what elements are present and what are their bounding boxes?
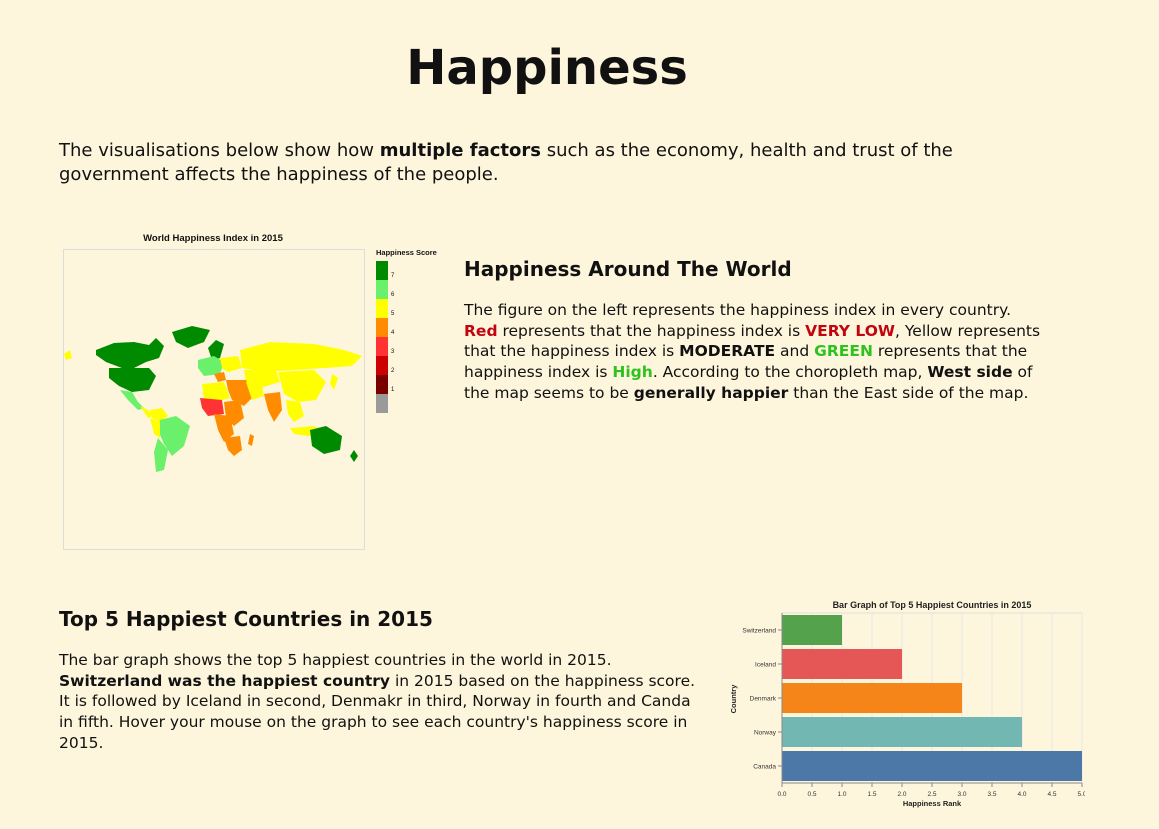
map-legend-title: Happiness Score [376,248,437,257]
map-colombia [150,408,168,422]
legend-swatch [376,280,388,299]
legend-tick-label: 1 [391,387,395,393]
x-tick-label: 5.0 [1077,791,1085,798]
map-china [278,370,326,402]
y-tick-label: Iceland [755,662,776,669]
y-tick-label: Switzerland [742,628,776,635]
legend-tick-label: 4 [391,330,395,336]
x-tick-label: 2.0 [897,791,906,798]
map-southern-africa [224,436,242,456]
x-tick-label: 4.0 [1017,791,1026,798]
y-tick-label: Norway [754,730,777,737]
map-southeast-asia [286,400,304,422]
x-tick-label: 1.5 [867,791,876,798]
map-scandinavia [208,340,224,360]
chart-y-axis: Switzerland Iceland Denmark Norway Canada [742,613,783,783]
map-north-africa [202,382,230,402]
legend-tick-label: 5 [391,311,395,317]
x-tick-label: 2.5 [927,791,936,798]
choropleth-map[interactable]: World Happiness Index in 2015 [62,233,452,553]
y-tick-label: Denmark [750,696,777,703]
chart-x-label: Happiness Rank [903,799,962,808]
map-japan [330,374,338,390]
map-greenland [172,326,210,348]
x-tick-label: 0.5 [807,791,816,798]
top5-section-text: The bar graph shows the top 5 happiest c… [59,651,696,752]
map-central-africa [214,414,234,442]
legend-tick-label: 7 [391,273,395,279]
map-central-america [140,406,154,418]
map-canada [96,338,164,368]
map-western-europe [198,356,224,376]
map-frame[interactable] [63,249,365,550]
legend-swatch [376,261,388,280]
legend-tick-label: 2 [391,368,395,374]
bar-iceland[interactable] [782,649,902,679]
x-tick-label: 4.5 [1047,791,1056,798]
legend-swatch [376,299,388,318]
bar-chart[interactable]: Bar Graph of Top 5 Happiest Countries in… [725,597,1085,812]
x-tick-label: 1.0 [837,791,846,798]
world-section-text: The figure on the left represents the ha… [464,301,1041,402]
chart-y-label: Country [729,684,738,714]
map-india [264,392,282,422]
intro-text: The visualisations below show how multip… [59,140,953,185]
map-australia [310,426,342,454]
bar-switzerland[interactable] [782,615,842,645]
world-section-heading: Happiness Around The World [464,257,792,281]
legend-swatch [376,356,388,375]
map-central-asia [244,370,280,388]
top5-section-heading: Top 5 Happiest Countries in 2015 [59,607,433,631]
bar-denmark[interactable] [782,683,962,713]
map-west-africa [200,398,224,416]
map-argentina [154,438,168,472]
legend-swatch [376,318,388,337]
map-usa [109,368,156,392]
map-alaska [64,350,72,360]
map-iran [246,382,264,400]
chart-title: Bar Graph of Top 5 Happiest Countries in… [833,600,1032,610]
legend-swatch [376,375,388,394]
world-map-graphic[interactable] [64,250,364,549]
legend-tick-label: 3 [391,349,395,355]
page-title: Happiness [406,40,688,96]
map-madagascar [248,434,254,446]
y-tick-label: Canada [753,764,776,771]
map-russia [240,342,362,372]
map-title: World Happiness Index in 2015 [143,233,283,244]
legend-swatch [376,337,388,356]
chart-bars[interactable] [782,615,1082,781]
map-balkans [214,372,226,382]
x-tick-label: 3.5 [987,791,996,798]
map-mexico [120,390,144,410]
bar-norway[interactable] [782,717,1022,747]
legend-swatch [376,394,388,413]
legend-tick-label: 6 [391,292,395,298]
bar-canada[interactable] [782,751,1082,781]
map-eastern-europe [220,356,242,372]
map-new-zealand [350,450,358,462]
chart-x-axis: 0.0 0.5 1.0 1.5 2.0 2.5 3.0 3.5 4.0 4.5 5.0 [777,782,1085,798]
map-middle-east [226,380,254,406]
x-tick-label: 0.0 [777,791,786,798]
x-tick-label: 3.0 [957,791,966,798]
map-brazil [158,416,190,456]
map-peru [150,418,160,438]
